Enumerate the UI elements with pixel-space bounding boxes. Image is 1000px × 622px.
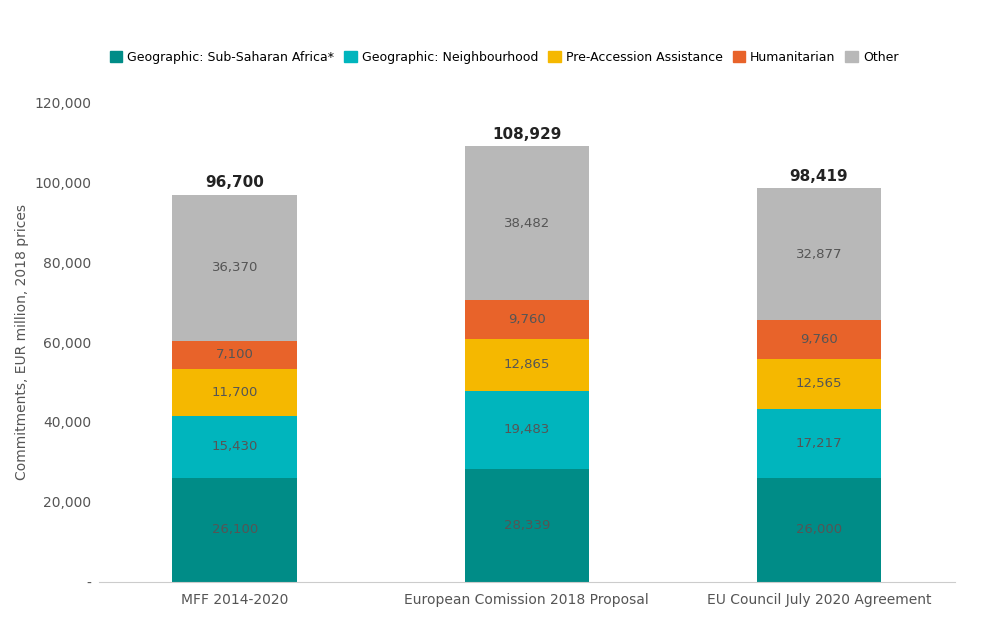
Bar <box>172 341 297 369</box>
Bar <box>465 300 589 339</box>
Text: 12,865: 12,865 <box>504 358 550 371</box>
Bar <box>465 339 589 391</box>
Bar <box>757 320 881 359</box>
Y-axis label: Commitments, EUR million, 2018 prices: Commitments, EUR million, 2018 prices <box>15 204 29 480</box>
Bar <box>465 146 589 300</box>
Bar <box>172 369 297 416</box>
Text: 98,419: 98,419 <box>790 169 848 183</box>
Text: 36,370: 36,370 <box>212 261 258 274</box>
Text: 17,217: 17,217 <box>796 437 842 450</box>
Legend: Geographic: Sub-Saharan Africa*, Geographic: Neighbourhood, Pre-Accession Assist: Geographic: Sub-Saharan Africa*, Geograp… <box>105 46 903 69</box>
Bar <box>757 409 881 478</box>
Bar <box>757 359 881 409</box>
Bar <box>465 468 589 582</box>
Text: 11,700: 11,700 <box>212 386 258 399</box>
Text: 9,760: 9,760 <box>508 313 546 327</box>
Bar <box>172 478 297 582</box>
Text: 38,482: 38,482 <box>504 217 550 230</box>
Text: 19,483: 19,483 <box>504 423 550 436</box>
Bar <box>757 188 881 320</box>
Text: 7,100: 7,100 <box>216 348 254 361</box>
Bar <box>757 478 881 582</box>
Text: 26,000: 26,000 <box>796 524 842 536</box>
Text: 28,339: 28,339 <box>504 519 550 532</box>
Text: 15,430: 15,430 <box>212 440 258 453</box>
Bar <box>172 195 297 341</box>
Text: 12,565: 12,565 <box>796 378 842 391</box>
Text: 108,929: 108,929 <box>492 127 562 142</box>
Bar <box>172 416 297 478</box>
Text: 26,100: 26,100 <box>212 523 258 536</box>
Text: 32,877: 32,877 <box>796 248 842 261</box>
Text: 96,700: 96,700 <box>205 175 264 190</box>
Text: 9,760: 9,760 <box>800 333 838 346</box>
Bar <box>465 391 589 468</box>
